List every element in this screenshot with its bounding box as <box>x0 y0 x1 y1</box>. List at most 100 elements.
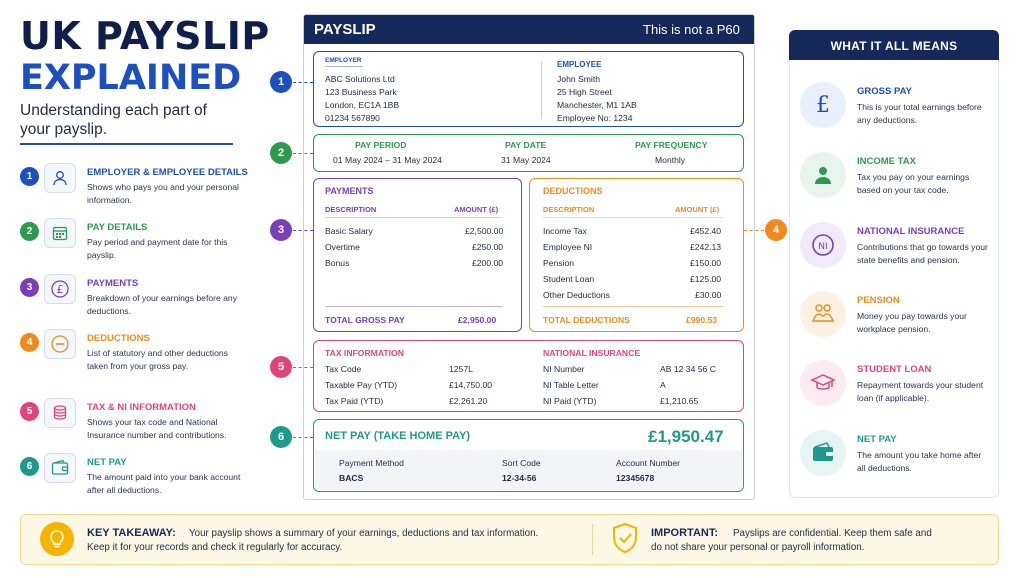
employer-label: EMPLOYER <box>325 57 362 64</box>
important-label: IMPORTANT: <box>651 527 719 539</box>
divider <box>592 524 593 555</box>
total-deductions-value: £990.53 <box>686 315 718 325</box>
label-underline <box>325 66 363 67</box>
divider <box>543 217 723 218</box>
wallet-icon <box>800 430 846 476</box>
important-text: do not share your personal or payroll in… <box>651 542 865 553</box>
pay-frequency-label: PAY FREQUENCY <box>635 140 708 150</box>
employee-line: Employee No: 1234 <box>557 113 633 123</box>
deductions-col-amount: AMOUNT (£) <box>675 205 720 214</box>
ni-value: A <box>660 380 666 390</box>
graduation-cap-icon <box>800 360 846 406</box>
takeaway-label: KEY TAKEAWAY: <box>87 527 176 539</box>
step-marker: 5 <box>270 356 292 378</box>
takeaway-text: Keep it for your records and check it re… <box>87 542 343 553</box>
meaning-description: This is your total earnings before any d… <box>857 102 982 125</box>
shield-check-icon <box>611 522 639 554</box>
deduction-desc: Student Loan <box>543 274 595 284</box>
payslip-note: This is not a P60 <box>643 22 740 37</box>
sort-code-value: 12-34-56 <box>502 473 537 483</box>
meaning-description: Repayment towards your student loan (if … <box>857 380 984 403</box>
employer-line: ABC Solutions Ltd <box>325 74 395 84</box>
payments-box <box>313 178 522 332</box>
step-marker: 2 <box>270 142 292 164</box>
section-description: Pay period and payment date for this pay… <box>87 237 228 260</box>
payslip-title: PAYSLIP <box>314 21 376 38</box>
deduction-amount: £242.13 <box>690 242 722 252</box>
section-description: List of statutory and other deductions t… <box>87 348 228 371</box>
payment-desc: Basic Salary <box>325 226 373 236</box>
connector <box>744 230 764 231</box>
important-text: Payslips are confidential. Keep them saf… <box>733 528 932 539</box>
payment-amount: £200.00 <box>472 258 504 268</box>
deduction-desc: Other Deductions <box>543 290 610 300</box>
total-gross-label: TOTAL GROSS PAY <box>325 315 405 325</box>
employer-line: London, EC1A 1BB <box>325 100 400 110</box>
employer-employee-box <box>313 51 744 127</box>
section-description: Shows who pays you and your personal inf… <box>87 182 239 205</box>
meaning-description: Tax you pay on your earnings based on yo… <box>857 172 970 195</box>
employee-line: 25 High Street <box>557 87 612 97</box>
step-marker: 6 <box>270 426 292 448</box>
employer-line: 01234 567890 <box>325 113 380 123</box>
tax-label: Taxable Pay (YTD) <box>325 380 398 390</box>
connector <box>293 153 313 154</box>
section-title: DEDUCTIONS <box>87 333 150 344</box>
meaning-title: INCOME TAX <box>857 156 916 167</box>
takeaway-bar <box>20 514 999 565</box>
section-title: PAYMENTS <box>87 278 139 289</box>
pay-period-label: PAY PERIOD <box>355 140 407 150</box>
section-pay-details: 2 PAY DETAILS Pay period and payment dat… <box>20 218 250 278</box>
tax-value: £14,750.00 <box>449 380 493 390</box>
meaning-student-loan: STUDENT LOAN Repayment towards your stud… <box>800 360 995 424</box>
svg-text:£: £ <box>57 283 64 296</box>
page-title: UK PAYSLIP <box>20 14 270 58</box>
meaning-description: Contributions that go towards your state… <box>857 242 988 265</box>
section-description: Breakdown of your earnings before any de… <box>87 293 238 316</box>
payment-desc: Overtime <box>325 242 360 252</box>
divider <box>20 143 233 145</box>
section-description: Shows your tax code and National Insuran… <box>87 417 227 440</box>
payslip-header <box>304 15 754 44</box>
employee-label: EMPLOYEE <box>557 60 602 69</box>
takeaway-text: Your payslip shows a summary of your ear… <box>189 528 539 539</box>
payment-amount: £250.00 <box>472 242 504 252</box>
ni-value: AB 12 34 56 C <box>660 364 716 374</box>
section-deductions: 4 DEDUCTIONS List of statutory and other… <box>20 329 250 389</box>
payments-col-desc: DESCRIPTION <box>325 205 377 214</box>
deduction-amount: £30.00 <box>695 290 722 300</box>
step-marker: 3 <box>270 219 292 241</box>
tax-value: £2,261.20 <box>449 396 488 406</box>
tax-label: Tax Paid (YTD) <box>325 396 384 406</box>
deduction-amount: £150.00 <box>690 258 722 268</box>
pound-icon: £ <box>800 82 846 128</box>
section-employer-employee: 1 EMPLOYER & EMPLOYEE DETAILS Shows who … <box>20 163 250 223</box>
step-marker: 4 <box>765 219 787 241</box>
divider <box>325 217 502 218</box>
pension-icon <box>800 291 846 337</box>
tax-label: Tax Code <box>325 364 362 374</box>
payment-amount: £2,500.00 <box>465 226 504 236</box>
deduction-amount: £125.00 <box>690 274 722 284</box>
meaning-income-tax: INCOME TAX Tax you pay on your earnings … <box>800 152 995 216</box>
divider <box>543 306 723 307</box>
tax-ni-box <box>313 340 744 412</box>
pound-icon: £ <box>44 274 76 304</box>
page-subtitle: Understanding each part of your payslip. <box>20 102 207 138</box>
deduction-desc: Employee NI <box>543 242 593 252</box>
section-title: EMPLOYER & EMPLOYEE DETAILS <box>87 167 248 178</box>
svg-text:£: £ <box>816 93 830 117</box>
calendar-icon <box>44 218 76 248</box>
meaning-gross-pay: £ GROSS PAY This is your total earnings … <box>800 82 995 146</box>
total-deductions-label: TOTAL DEDUCTIONS <box>543 315 630 325</box>
lightbulb-icon <box>40 522 74 556</box>
pay-date-value: 31 May 2024 <box>501 155 551 165</box>
payment-desc: Bonus <box>325 258 350 268</box>
meaning-title: STUDENT LOAN <box>857 364 932 375</box>
meaning-pension: PENSION Money you pay towards your workp… <box>800 291 995 355</box>
payment-method-value: BACS <box>339 473 364 483</box>
account-number-value: 12345678 <box>616 473 655 483</box>
section-number: 5 <box>20 402 39 421</box>
deductions-col-desc: DESCRIPTION <box>543 205 595 214</box>
meaning-title: PENSION <box>857 295 900 306</box>
